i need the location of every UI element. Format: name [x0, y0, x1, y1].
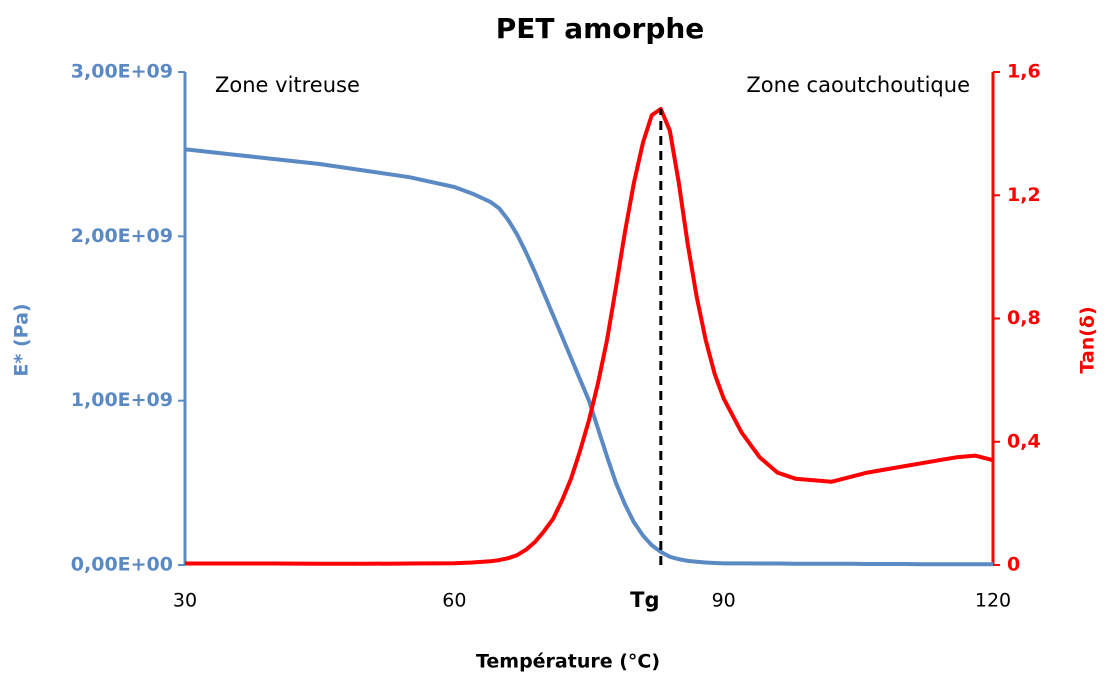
chart-title: PET amorphe [496, 12, 705, 45]
tg-label: Tg [630, 588, 659, 612]
y-tick-label: 1,00E+09 [71, 389, 173, 411]
y-axis-label: E* (Pa) [11, 303, 33, 376]
data-line [184, 147, 993, 567]
y2-tick-label: 0,4 [1007, 430, 1041, 452]
y2-axis-label: Tan(δ) [1077, 306, 1099, 373]
x-tick-label: 60 [442, 590, 466, 612]
annotation: Zone caoutchoutique [746, 73, 970, 97]
y2-tick-label: 0,8 [1007, 307, 1041, 329]
annotation: Zone vitreuse [215, 73, 360, 97]
y-tick-label: 0,00E+00 [71, 554, 173, 576]
y2-tick-label: 1,2 [1007, 184, 1041, 206]
x-axis-label: Température (°C) [476, 651, 660, 673]
x-tick-label: 30 [173, 590, 197, 612]
x-tick-label: 120 [975, 590, 1011, 612]
y-tick-label: 3,00E+09 [71, 61, 173, 83]
data-line [185, 107, 994, 566]
y-tick-label: 2,00E+09 [71, 225, 173, 247]
y2-tick-label: 1,6 [1007, 61, 1041, 83]
y2-tick-label: 0 [1007, 554, 1020, 576]
x-tick-label: 90 [712, 590, 736, 612]
